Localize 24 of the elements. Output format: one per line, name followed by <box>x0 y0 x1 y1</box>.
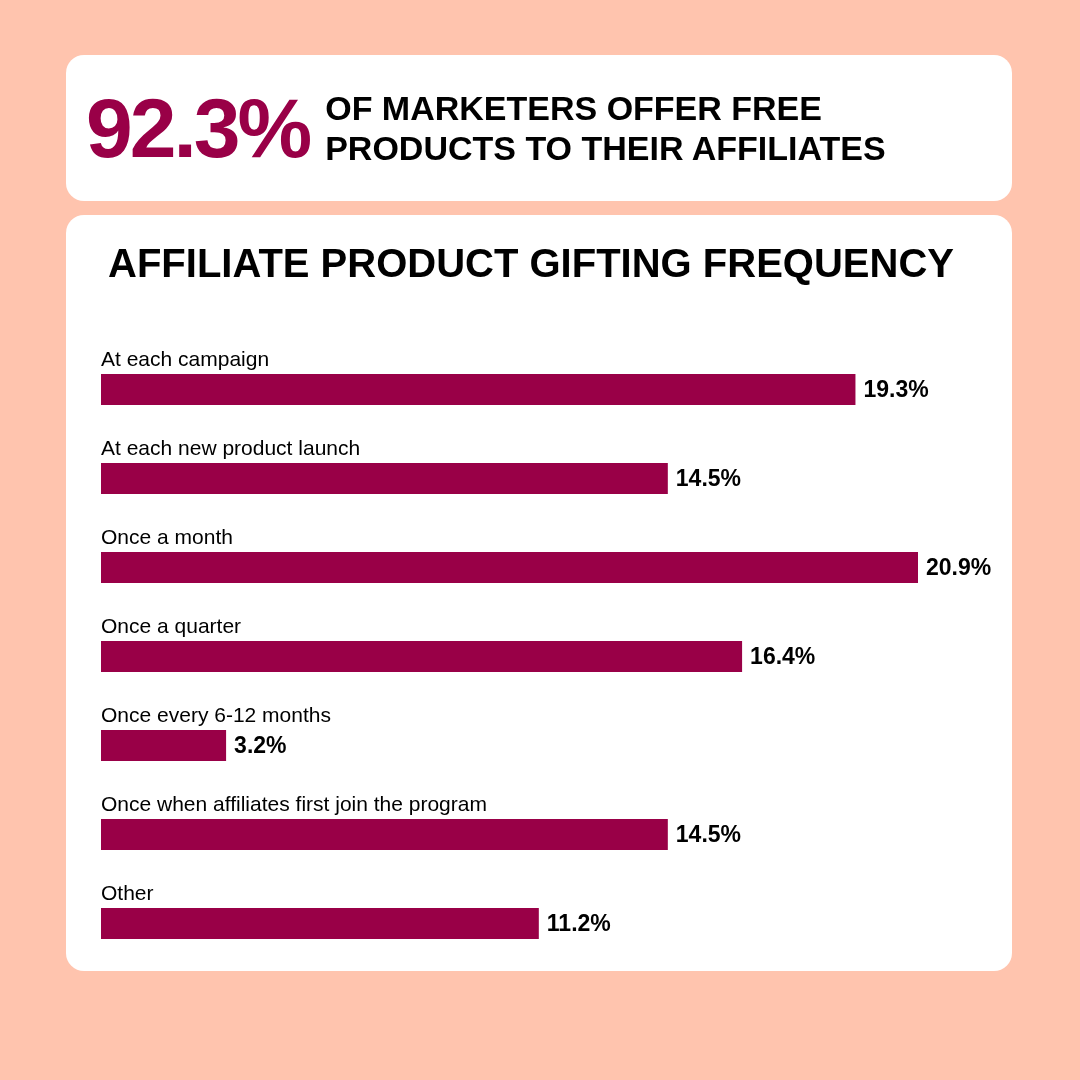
data-label: 3.2% <box>234 731 287 758</box>
data-label: 20.9% <box>926 553 992 580</box>
bar <box>101 730 227 761</box>
data-label: 16.4% <box>750 642 816 669</box>
y-tick-label: Once a month <box>101 524 233 548</box>
y-tick-label: At each new product launch <box>101 435 361 459</box>
y-tick-label: Once every 6-12 months <box>101 702 331 726</box>
y-tick-label: Once when affiliates first join the program <box>101 791 487 815</box>
bar <box>101 819 668 850</box>
data-label: 14.5% <box>675 464 742 491</box>
data-label: 14.5% <box>675 820 742 847</box>
y-tick-label: At each campaign <box>101 346 270 370</box>
bar <box>101 374 856 405</box>
data-label: 19.3% <box>863 375 929 402</box>
bar <box>101 552 918 583</box>
bar <box>101 463 668 494</box>
bar <box>101 908 539 939</box>
y-tick-label: Other <box>101 880 154 904</box>
text: 92.3% <box>86 79 310 177</box>
chart-title: AFFILIATE PRODUCT GIFTING FREQUENCY <box>108 241 955 285</box>
data-label: 11.2% <box>546 909 611 936</box>
y-tick-label: Once a quarter <box>101 613 242 637</box>
bar <box>101 641 743 672</box>
text: OF MARKETERS OFFER FREE PRODUCTS TO THEIR AFFILIATES <box>325 88 887 168</box>
